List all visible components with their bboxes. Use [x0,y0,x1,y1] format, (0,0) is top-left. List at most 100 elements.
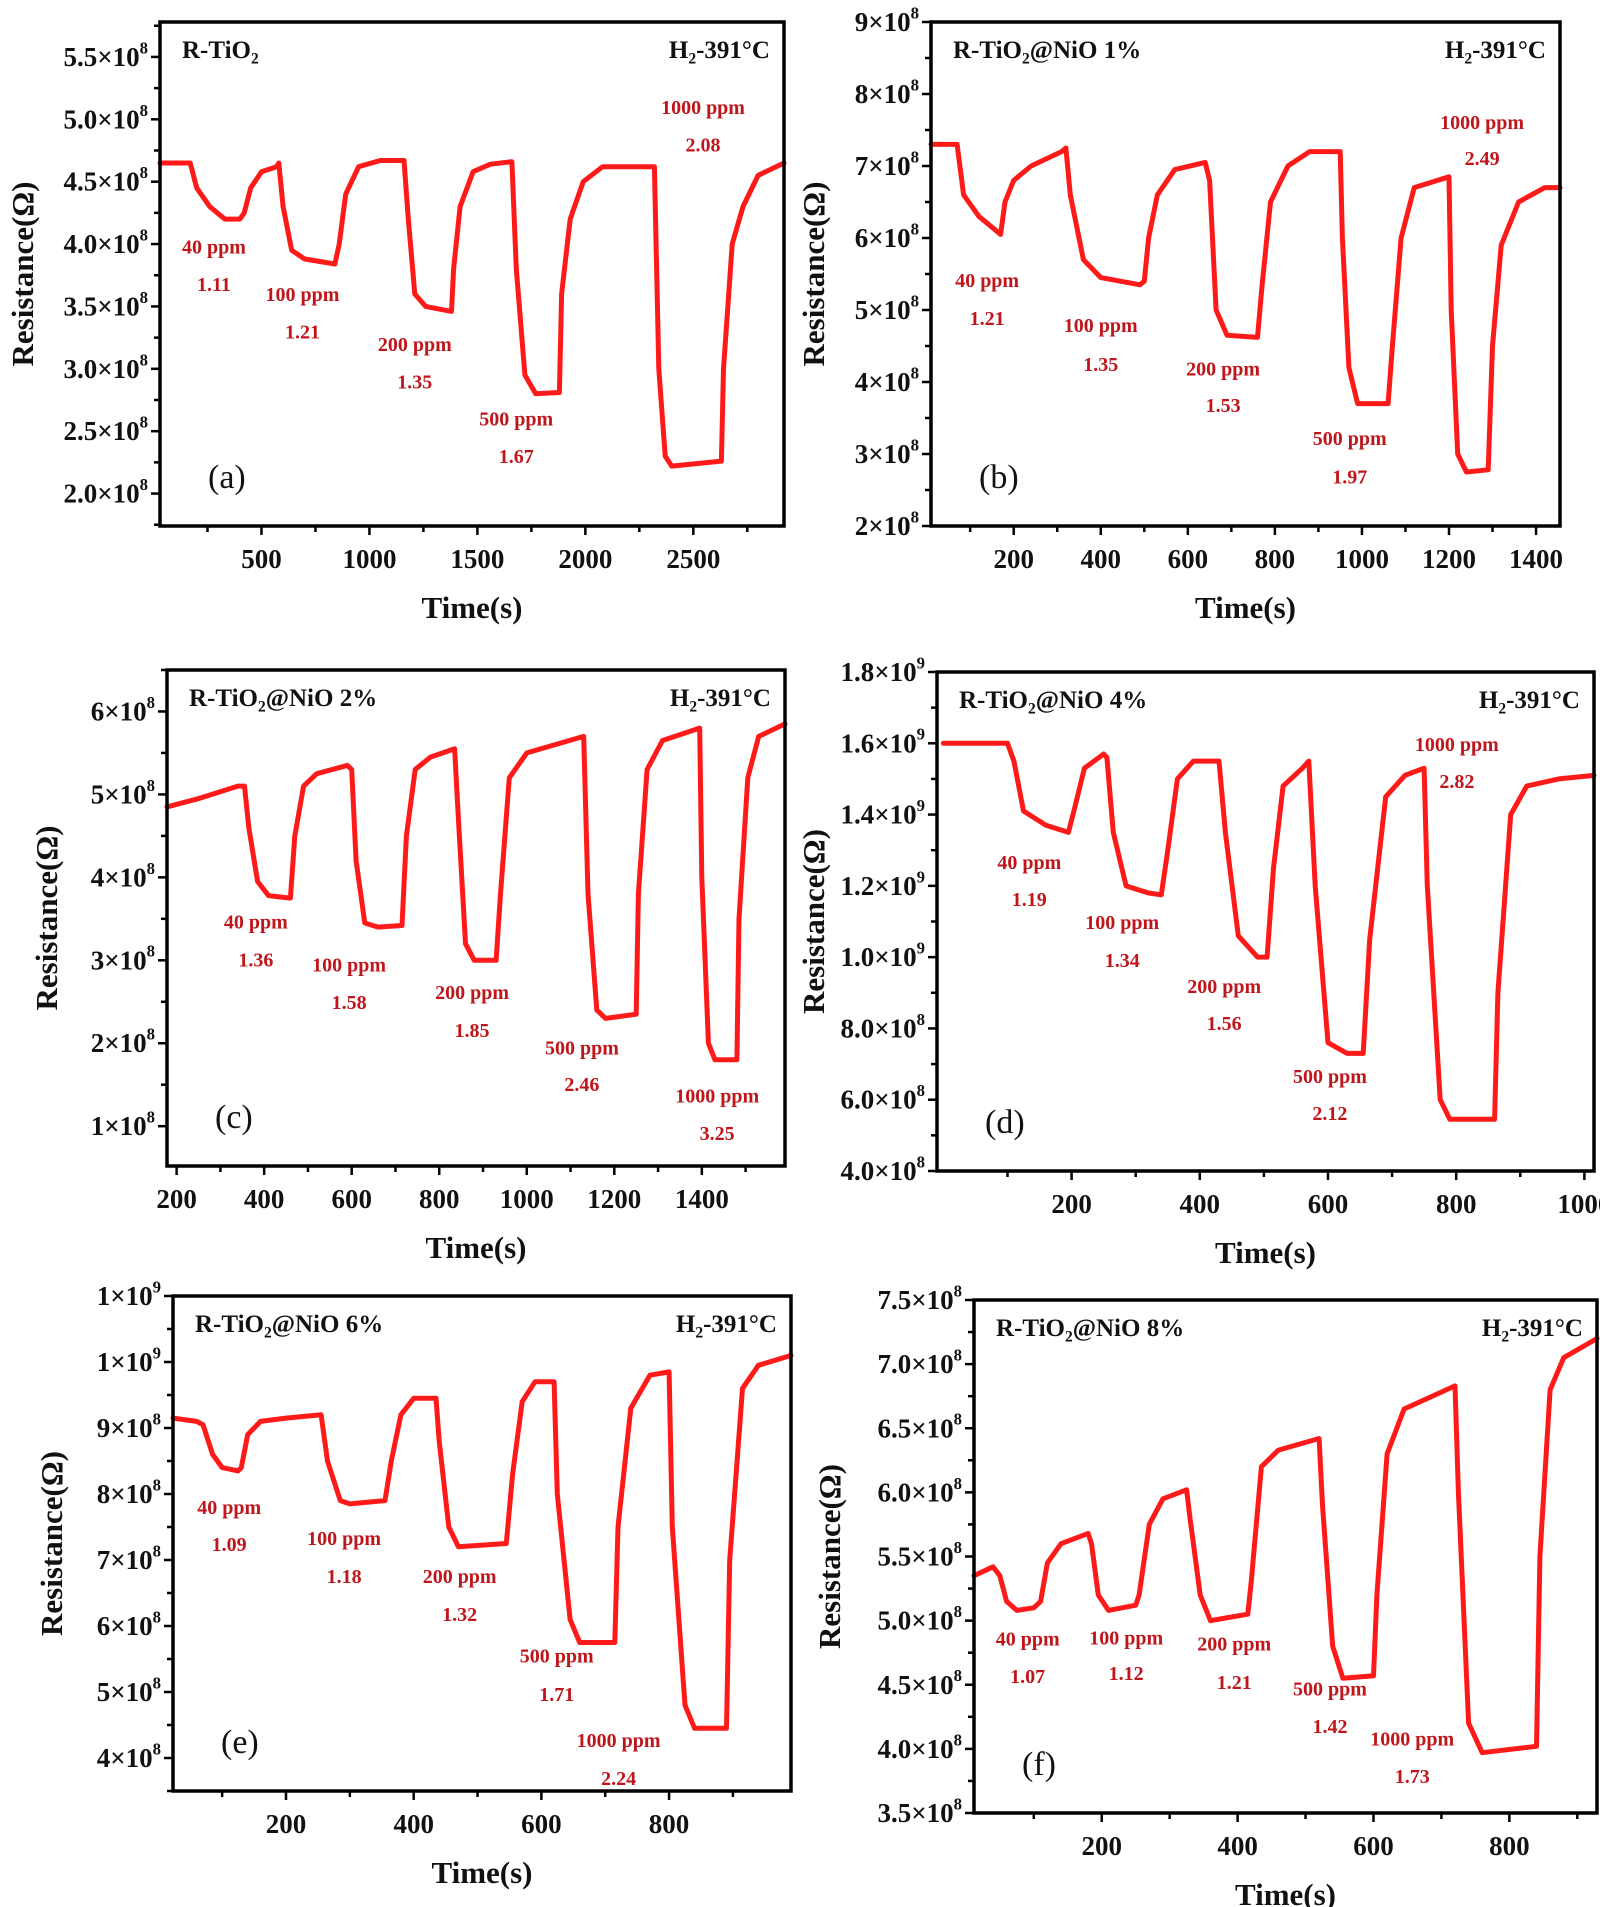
y-tick-label: 3×108 [91,942,155,976]
response-value-label: 2.12 [1312,1103,1347,1125]
x-tick-label: 800 [1489,1831,1530,1861]
chart-panel-c: 200 400 600 800 1000 1200 1400 1×108 2×108 3×108 4… [29,668,788,1265]
x-tick-label: 600 [521,1809,562,1839]
y-axis-title: Resistance(Ω) [812,1464,847,1649]
response-value-label: 1.18 [327,1566,362,1588]
x-tick-label: 200 [1081,1831,1122,1861]
chart-panel-a: 500 1000 1500 2000 2500 2.0×108 2.5×108 3.0×108… [5,20,787,625]
y-tick-label: 8×108 [97,1475,161,1509]
response-value-label: 1.35 [397,371,432,393]
x-tick-label: 800 [419,1184,460,1214]
y-tick-label: 6×108 [97,1607,161,1641]
response-value-label: 1.56 [1207,1013,1242,1035]
sample-label: R-TiO2@NiO 2% [189,685,377,716]
response-value-label: 1.85 [455,1020,490,1042]
y-tick-label: 8.0×108 [840,1010,925,1044]
concentration-label: 1000 ppm [675,1085,759,1107]
y-tick-label: 5.5×108 [877,1538,962,1572]
response-value-label: 2.46 [564,1074,599,1096]
panel-letter: (b) [979,459,1019,496]
x-tick-label: 400 [1180,1189,1221,1219]
response-value-label: 1.35 [1083,354,1118,376]
plot-frame [929,20,1562,528]
resistance-curve [170,1352,794,1731]
x-axis-title: Time(s) [1195,590,1296,625]
chart-panel-e: 200 400 600 800 4×108 5×108 6×108 7×108 8×108 9×1… [34,1277,794,1890]
x-axis-title: Time(s) [431,1855,532,1890]
concentration-label: 100 ppm [312,954,386,976]
x-tick-label: 1000 [1335,544,1389,574]
condition-label: H2-391°C [1445,37,1546,68]
concentration-label: 40 ppm [997,852,1061,874]
response-value-label: 1.34 [1105,950,1140,972]
response-value-label: 1.71 [539,1684,574,1706]
x-axis-title: Time(s) [1215,1235,1316,1270]
y-tick-label: 7.5×108 [877,1281,962,1315]
concentration-label: 40 ppm [955,270,1019,292]
x-tick-label: 200 [1051,1189,1092,1219]
y-tick-label: 6.0×108 [877,1474,962,1508]
y-tick-label: 2.0×108 [63,475,148,509]
y-tick-label: 3.0×108 [63,350,148,384]
sample-label: R-TiO2@NiO 4% [959,687,1147,718]
concentration-label: 200 ppm [423,1566,497,1588]
y-tick-label: 9×108 [855,3,919,37]
x-axis-title: Time(s) [421,590,522,625]
concentration-label: 40 ppm [197,1497,261,1519]
concentration-label: 100 ppm [1085,912,1159,934]
y-tick-label: 4×108 [855,363,919,397]
condition-label: H2-391°C [1479,687,1580,718]
sample-label: R-TiO2 [182,37,259,67]
y-tick-label: 1.0×109 [840,939,925,973]
response-value-label: 1.12 [1109,1663,1144,1685]
y-tick-label: 5.5×108 [63,38,148,72]
x-tick-label: 400 [1217,1831,1258,1861]
y-tick-label: 4.0×108 [63,226,148,260]
plot-frame [972,1298,1599,1815]
y-tick-label: 1.8×109 [840,653,925,687]
x-tick-label: 2000 [558,544,612,574]
condition-label: H2-391°C [670,685,771,716]
x-axis-title: Time(s) [1235,1877,1336,1907]
y-tick-label: 2×108 [855,507,919,541]
response-value-label: 2.24 [601,1768,636,1790]
concentration-label: 500 ppm [479,409,553,431]
x-tick-label: 1000 [500,1184,554,1214]
y-tick-label: 5.0×108 [63,101,148,135]
x-tick-label: 1000 [1557,1189,1600,1219]
response-value-label: 1.07 [1010,1666,1045,1688]
response-value-label: 1.11 [197,274,231,296]
x-tick-label: 200 [993,544,1034,574]
concentration-label: 200 ppm [1186,358,1260,380]
panel-letter: (e) [221,1724,259,1761]
concentration-label: 200 ppm [1197,1634,1271,1656]
response-value-label: 1.97 [1332,466,1367,488]
chart-panel-b: 200 400 600 800 1000 1200 1400 2×108 3×108 4×108 5… [796,3,1563,625]
y-tick-label: 6.0×108 [840,1081,925,1115]
response-value-label: 1.53 [1206,395,1241,417]
x-tick-label: 1400 [675,1184,729,1214]
y-tick-label: 4.0×108 [840,1152,925,1186]
panel-letter: (f) [1022,1746,1056,1783]
x-tick-label: 400 [244,1184,285,1214]
concentration-label: 100 ppm [1089,1627,1163,1649]
response-value-label: 1.21 [970,308,1005,330]
concentration-label: 1000 ppm [1415,734,1499,756]
concentration-label: 500 ppm [545,1037,619,1059]
response-value-label: 1.09 [212,1534,247,1556]
x-tick-label: 200 [156,1184,197,1214]
concentration-label: 500 ppm [1293,1066,1367,1088]
x-tick-label: 500 [241,544,282,574]
resistance-curve [164,721,788,1063]
response-value-label: 1.21 [285,321,320,343]
response-value-label: 2.49 [1465,148,1500,170]
response-value-label: 1.32 [442,1604,477,1626]
y-tick-label: 4.0×108 [877,1730,962,1764]
y-tick-label: 1×109 [97,1277,161,1311]
resistance-curve [940,740,1597,1122]
x-tick-label: 800 [649,1809,690,1839]
y-tick-label: 2.5×108 [63,413,148,447]
concentration-label: 40 ppm [224,911,288,933]
y-axis-title: Resistance(Ω) [796,829,831,1014]
y-tick-label: 4×108 [91,859,155,893]
